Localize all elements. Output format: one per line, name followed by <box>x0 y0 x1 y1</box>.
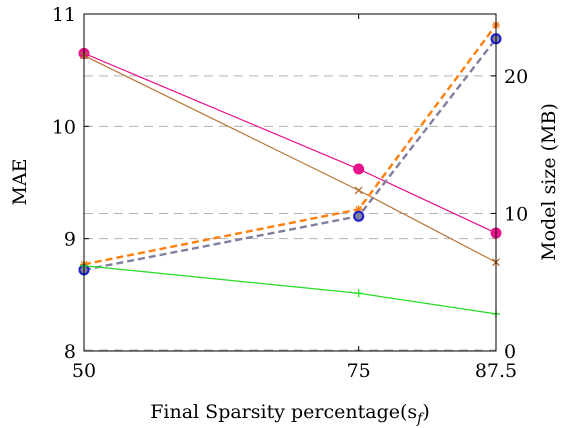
y-tick-label: 10 <box>52 116 76 138</box>
data-point <box>354 205 363 214</box>
series-line <box>83 38 497 272</box>
x-axis-label-main: Final Sparsity percentage(s <box>150 401 417 423</box>
plot-frame <box>83 13 497 352</box>
series-line <box>83 55 497 263</box>
y-tick-label: 9 <box>64 229 76 251</box>
series-line <box>83 52 497 234</box>
x-axis-label-close: ) <box>422 401 429 423</box>
y2-tick-label: 10 <box>504 203 528 225</box>
y-axis-label: MAE <box>9 158 31 205</box>
x-axis-label-subscript: f <box>416 411 425 427</box>
data-point <box>354 186 363 195</box>
y-tick-label: 8 <box>64 341 76 363</box>
y-tick-label: 11 <box>52 4 76 26</box>
series-layer <box>78 21 502 318</box>
y2-tick-label: 20 <box>504 66 528 88</box>
y2-axis-label: Model size (MB) <box>538 103 560 261</box>
data-point <box>353 210 365 222</box>
x-axis-label: Final Sparsity percentage(sf) <box>150 401 430 427</box>
data-point <box>354 289 363 298</box>
gridlines <box>84 75 496 351</box>
series-line <box>83 265 497 315</box>
x-tick-label: 75 <box>347 360 371 382</box>
x-tick-label: 50 <box>72 360 96 382</box>
x-tick-label: 87.5 <box>475 360 517 382</box>
y2-tick-label: 0 <box>504 341 516 363</box>
axis-ticks: 8 9 10 11 0 10 20 50 75 87.5 <box>52 4 528 382</box>
data-point <box>353 163 365 175</box>
